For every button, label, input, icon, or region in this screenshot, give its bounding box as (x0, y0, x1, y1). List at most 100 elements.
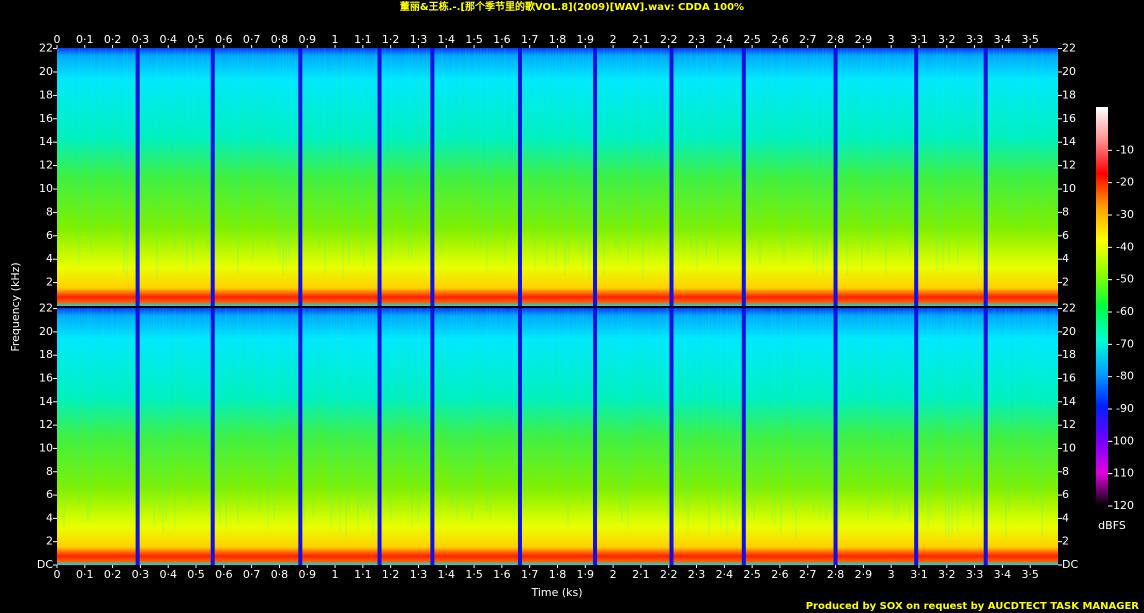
y-tick-label: 2 (46, 276, 53, 289)
x-tick-label: 3·4 (994, 568, 1012, 581)
y-tick-label: 16 (1062, 372, 1076, 385)
x-tick-label: 2·6 (771, 33, 789, 46)
x-tick-label: 1·8 (549, 33, 567, 46)
x-tick-label: 0·6 (215, 33, 233, 46)
x-tick-label: 3 (888, 568, 895, 581)
track-boundary (833, 48, 838, 306)
y-tick-label: 18 (39, 88, 53, 101)
x-tick-label: 3·3 (966, 33, 984, 46)
x-tick-label: 0·3 (132, 33, 150, 46)
track-boundary (210, 308, 215, 565)
y-tick-label: 22 (1062, 42, 1076, 55)
x-tick-label: 1·5 (465, 33, 483, 46)
x-tick-label: 0·2 (104, 33, 122, 46)
x-tick-label: 0·7 (243, 33, 261, 46)
x-tick-label: 1·4 (438, 568, 456, 581)
y-tick-label: 14 (1062, 395, 1076, 408)
colorbar-tick-label: -90 (1116, 402, 1134, 415)
y-tick-label: 20 (39, 325, 53, 338)
y-tick-label: 20 (1062, 325, 1076, 338)
colorbar-tick-label: -50 (1116, 273, 1134, 286)
y-tick-label: 14 (1062, 135, 1076, 148)
y-tick-label: 2 (1062, 535, 1069, 548)
track-boundary (210, 48, 215, 306)
x-tick-label: 2·3 (688, 33, 706, 46)
colorbar-tick-label: -80 (1116, 370, 1134, 383)
y-tick-label: 12 (1062, 418, 1076, 431)
x-tick-label: 3·1 (910, 33, 928, 46)
x-tick-label: 0·3 (132, 568, 150, 581)
x-tick-label: 3·3 (966, 568, 984, 581)
y-tick-label: 12 (39, 159, 53, 172)
x-tick-label: 3·2 (938, 568, 956, 581)
y-tick-label: 18 (1062, 348, 1076, 361)
colorbar-label: dBFS (1098, 519, 1126, 532)
y-axis-label: Frequency (kHz) (9, 262, 22, 351)
y-tick-label: 14 (39, 395, 53, 408)
track-boundary (517, 48, 522, 306)
y-tick-label: 6 (46, 488, 53, 501)
y-tick-label: 12 (1062, 159, 1076, 172)
x-tick-label: 2·2 (660, 33, 678, 46)
x-tick-label: 1·9 (577, 568, 595, 581)
x-tick-label: 0·8 (271, 568, 289, 581)
track-boundary (377, 308, 382, 565)
x-tick-label: 2·1 (632, 33, 650, 46)
x-tick-label: 0 (54, 568, 61, 581)
x-tick-label: 0·2 (104, 568, 122, 581)
y-tick-label: 10 (39, 441, 53, 454)
track-boundary (517, 308, 522, 565)
y-tick-label: 4 (46, 252, 53, 265)
x-tick-label: 2·8 (827, 568, 845, 581)
x-tick-label: 1·5 (465, 568, 483, 581)
y-tick-label: 18 (1062, 88, 1076, 101)
track-boundary (669, 308, 674, 565)
x-tick-label: 2 (610, 33, 617, 46)
x-tick-label: 2·5 (743, 568, 761, 581)
y-tick-label: 4 (46, 511, 53, 524)
x-tick-label: 0·1 (76, 568, 94, 581)
y-tick-label: 16 (39, 112, 53, 125)
x-tick-label: 2·5 (743, 33, 761, 46)
x-tick-label: 1·1 (354, 568, 372, 581)
y-tick-label: 8 (46, 205, 53, 218)
x-tick-label: 1·4 (438, 33, 456, 46)
track-boundary (669, 48, 674, 306)
y-tick-label: 6 (1062, 488, 1069, 501)
y-tick-label: 8 (46, 465, 53, 478)
y-tick-label: 18 (39, 348, 53, 361)
x-tick-label: 1·6 (493, 568, 511, 581)
x-tick-label: 0·7 (243, 568, 261, 581)
track-boundary (298, 308, 303, 565)
track-boundary (135, 308, 140, 565)
y-tick-label: 6 (1062, 229, 1069, 242)
y-tick-label: 22 (1062, 302, 1076, 315)
track-boundary (430, 48, 435, 306)
x-tick-label: 1 (332, 33, 339, 46)
track-boundary (914, 308, 919, 565)
y-tick-label: DC (1062, 558, 1078, 571)
y-tick-label: 6 (46, 229, 53, 242)
y-tick-label: 4 (1062, 252, 1069, 265)
colorbar-tick-label: -40 (1116, 240, 1134, 253)
x-tick-label: 0·4 (159, 33, 177, 46)
x-tick-label: 0·1 (76, 33, 94, 46)
x-tick-label: 3·1 (910, 568, 928, 581)
y-tick-label: 16 (39, 372, 53, 385)
track-boundary (135, 48, 140, 306)
y-tick-label: 12 (39, 418, 53, 431)
y-tick-label: 20 (39, 65, 53, 78)
y-tick-label: 2 (46, 535, 53, 548)
x-tick-label: 2·8 (827, 33, 845, 46)
x-tick-label: 2·4 (716, 33, 734, 46)
x-tick-label: 1·2 (382, 568, 400, 581)
spectrogram-area (57, 308, 1058, 565)
x-tick-label: 0 (54, 33, 61, 46)
x-tick-label: 0·9 (299, 33, 317, 46)
x-tick-label: 2·9 (855, 33, 873, 46)
x-tick-label: 2·2 (660, 568, 678, 581)
x-tick-label: 1·8 (549, 568, 567, 581)
colorbar-tick-label: -110 (1109, 467, 1134, 480)
colorbar-tick-label: -10 (1116, 143, 1134, 156)
